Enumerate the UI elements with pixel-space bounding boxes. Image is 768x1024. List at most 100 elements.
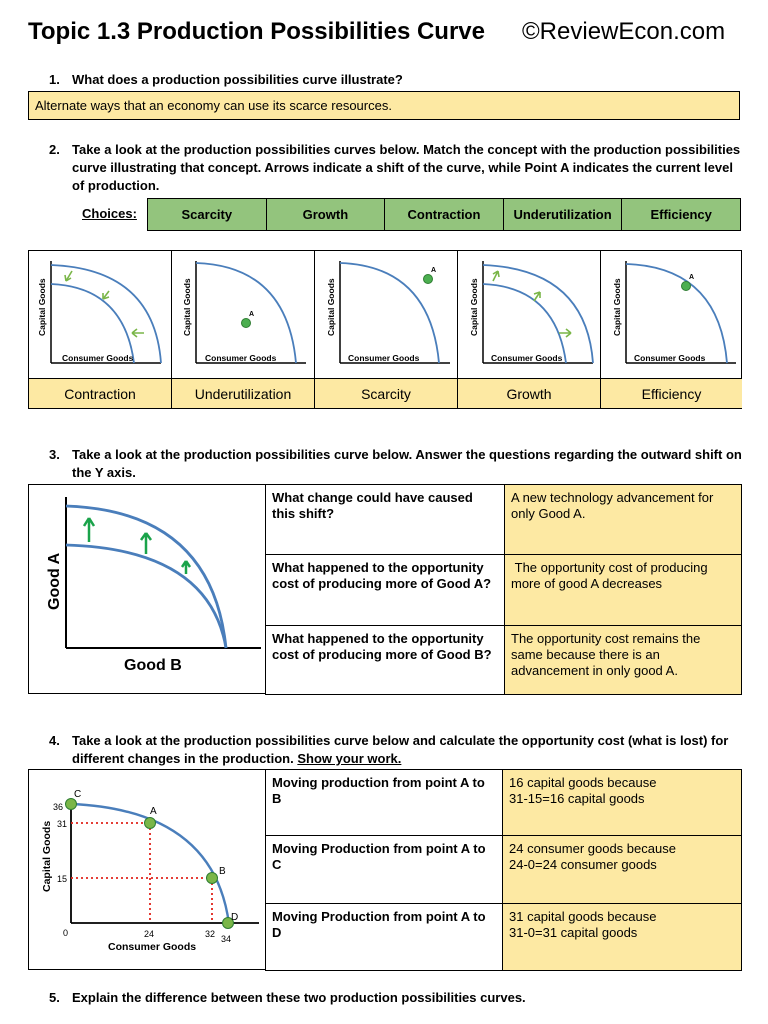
- q1-answer-box[interactable]: Alternate ways that an economy can use i…: [28, 91, 740, 120]
- graph-efficiency: Capital Goods A Consumer Goods: [601, 251, 742, 378]
- point-a: [241, 318, 251, 328]
- q4-answer-2-line1: 24 consumer goods because: [509, 841, 676, 856]
- graph-ylabel: Capital Goods: [612, 278, 622, 336]
- choice-growth: Growth: [267, 199, 386, 230]
- q4-answer-3-line2: 31-0=31 capital goods: [509, 925, 638, 940]
- q3-answer-3[interactable]: The opportunity cost remains the same be…: [504, 625, 742, 695]
- q4-graph-box: Capital Goods C A B D 36 31 15 0 24 32 3…: [28, 769, 266, 970]
- ytick-15: 15: [57, 874, 67, 884]
- q3-answer-2[interactable]: The opportunity cost of producing more o…: [504, 554, 742, 626]
- q4-table: Moving production from point A to B 16 c…: [265, 769, 742, 971]
- choice-efficiency: Efficiency: [650, 207, 712, 222]
- point-c: [65, 798, 77, 810]
- point-a-label: A: [689, 274, 694, 281]
- arrow-icon: [533, 291, 541, 302]
- q4-question: Take a look at the production possibilit…: [72, 733, 729, 766]
- ppc-scarcity-chart: Capital Goods A Consumer Goods: [326, 261, 450, 364]
- q4-answer-3[interactable]: 31 capital goods because 31-0=31 capital…: [502, 903, 742, 971]
- graph-xlabel-text: Consumer Goods: [348, 353, 420, 363]
- q2-answer-3[interactable]: Scarcity: [315, 378, 458, 408]
- q3-ylabel: Good A: [46, 552, 63, 610]
- q4-answer-1[interactable]: 16 capital goods because 31-15=16 capita…: [502, 769, 742, 836]
- graph-growth: Capital Goods Consumer Goods: [458, 251, 601, 378]
- q3-ppc-chart: Good A Good B: [46, 497, 261, 674]
- graph-xlabel-text: Consumer Goods: [205, 353, 277, 363]
- q3-answer-1[interactable]: A new technology advancement for only Go…: [504, 484, 742, 555]
- q4-question-block: Take a look at the production possibilit…: [72, 732, 742, 768]
- xtick-32: 32: [205, 929, 215, 939]
- arrow-icon: [492, 270, 500, 282]
- graph-contraction: Capital Goods Consumer Goods: [29, 251, 172, 378]
- table-row: What happened to the opportunity cost of…: [265, 554, 742, 626]
- q2-answer-5[interactable]: Efficiency: [601, 378, 742, 408]
- q4-ylabel: Capital Goods: [41, 821, 53, 892]
- graph-ylabel: Capital Goods: [37, 278, 47, 336]
- q3-question-1: What change could have caused this shift…: [265, 484, 505, 555]
- graph-xlabel-text: Consumer Goods: [62, 353, 134, 363]
- arrow-icon: [131, 328, 144, 338]
- table-row: Moving Production from point A to D 31 c…: [265, 903, 742, 971]
- point-b: [206, 872, 218, 884]
- q3-xlabel: Good B: [124, 657, 182, 674]
- q4-ppc-chart: Capital Goods C A B D 36 31 15 0 24 32 3…: [41, 789, 259, 953]
- q2-answer-1[interactable]: Contraction: [29, 378, 172, 408]
- point-a: [423, 274, 433, 284]
- up-arrow-icon: [180, 560, 192, 574]
- q5-number: 5.: [49, 990, 60, 1005]
- q2-question: Take a look at the production possibilit…: [72, 142, 741, 193]
- xtick-24: 24: [144, 929, 154, 939]
- q1-number: 1.: [49, 72, 60, 87]
- ppc-growth-chart: Capital Goods Consumer Goods: [469, 261, 594, 364]
- q3-question-2: What happened to the opportunity cost of…: [265, 554, 505, 626]
- q1-question: What does a production possibilities cur…: [72, 72, 403, 87]
- q3-table: What change could have caused this shift…: [265, 484, 742, 695]
- choices-label: Choices:: [82, 206, 137, 221]
- page-title: Topic 1.3 Production Possibilities Curve: [28, 18, 485, 45]
- q4-number: 4.: [49, 733, 60, 748]
- table-row: Moving Production from point A to C 24 c…: [265, 835, 742, 904]
- choices-bar: Scarcity Growth Contraction Underutiliza…: [147, 198, 741, 231]
- point-a-label: A: [249, 311, 254, 318]
- q4-xlabel: Consumer Goods: [108, 941, 196, 953]
- point-a: [144, 817, 156, 829]
- point-a-label: A: [150, 806, 157, 817]
- choice-underutilization: Underutilization: [504, 199, 623, 230]
- arrow-icon: [64, 270, 73, 282]
- q4-show-work: Show your work.: [297, 751, 402, 766]
- q2-number: 2.: [49, 142, 60, 157]
- q2-graph-grid: Capital Goods Consumer Goods Capital Goo…: [28, 250, 742, 409]
- arrow-icon: [102, 290, 110, 300]
- q4-question-2: Moving Production from point A to C: [265, 835, 503, 904]
- ytick-36: 36: [53, 802, 63, 812]
- graph-ylabel: Capital Goods: [182, 278, 192, 336]
- q3-graph-box: Good A Good B: [28, 484, 266, 694]
- graph-xlabel-text: Consumer Goods: [491, 353, 563, 363]
- point-d-label: D: [231, 912, 238, 923]
- point-b-label: B: [219, 866, 226, 877]
- graph-xlabel-text: Consumer Goods: [634, 353, 706, 363]
- q5-question: Explain the difference between these two…: [72, 990, 526, 1005]
- site-credit: ©ReviewEcon.com: [522, 18, 726, 45]
- choice-contraction: Contraction: [385, 199, 504, 230]
- point-a-label: A: [431, 267, 436, 274]
- q2-answer-4[interactable]: Growth: [458, 378, 601, 408]
- ppc-contraction-chart: Capital Goods Consumer Goods: [37, 261, 162, 364]
- table-row: What happened to the opportunity cost of…: [265, 625, 742, 695]
- table-row: What change could have caused this shift…: [265, 484, 742, 555]
- q4-answer-2-line2: 24-0=24 consumer goods: [509, 857, 657, 872]
- graph-scarcity: Capital Goods A Consumer Goods: [315, 251, 458, 378]
- xtick-34: 34: [221, 934, 231, 944]
- graph-underutilization: Capital Goods A Consumer Goods: [172, 251, 315, 378]
- graph-ylabel: Capital Goods: [326, 278, 336, 336]
- ppc-efficiency-chart: Capital Goods A Consumer Goods: [612, 261, 736, 364]
- table-row: Moving production from point A to B 16 c…: [265, 769, 742, 836]
- q4-answer-1-line2: 31-15=16 capital goods: [509, 791, 645, 806]
- q2-answer-2[interactable]: Underutilization: [172, 378, 315, 408]
- q4-answer-2[interactable]: 24 consumer goods because 24-0=24 consum…: [502, 835, 742, 904]
- q3-number: 3.: [49, 447, 60, 462]
- up-arrow-icon: [139, 532, 153, 554]
- point-c-label: C: [74, 789, 81, 800]
- point-a: [681, 281, 691, 291]
- point-d: [222, 917, 234, 929]
- q3-question-3: What happened to the opportunity cost of…: [265, 625, 505, 695]
